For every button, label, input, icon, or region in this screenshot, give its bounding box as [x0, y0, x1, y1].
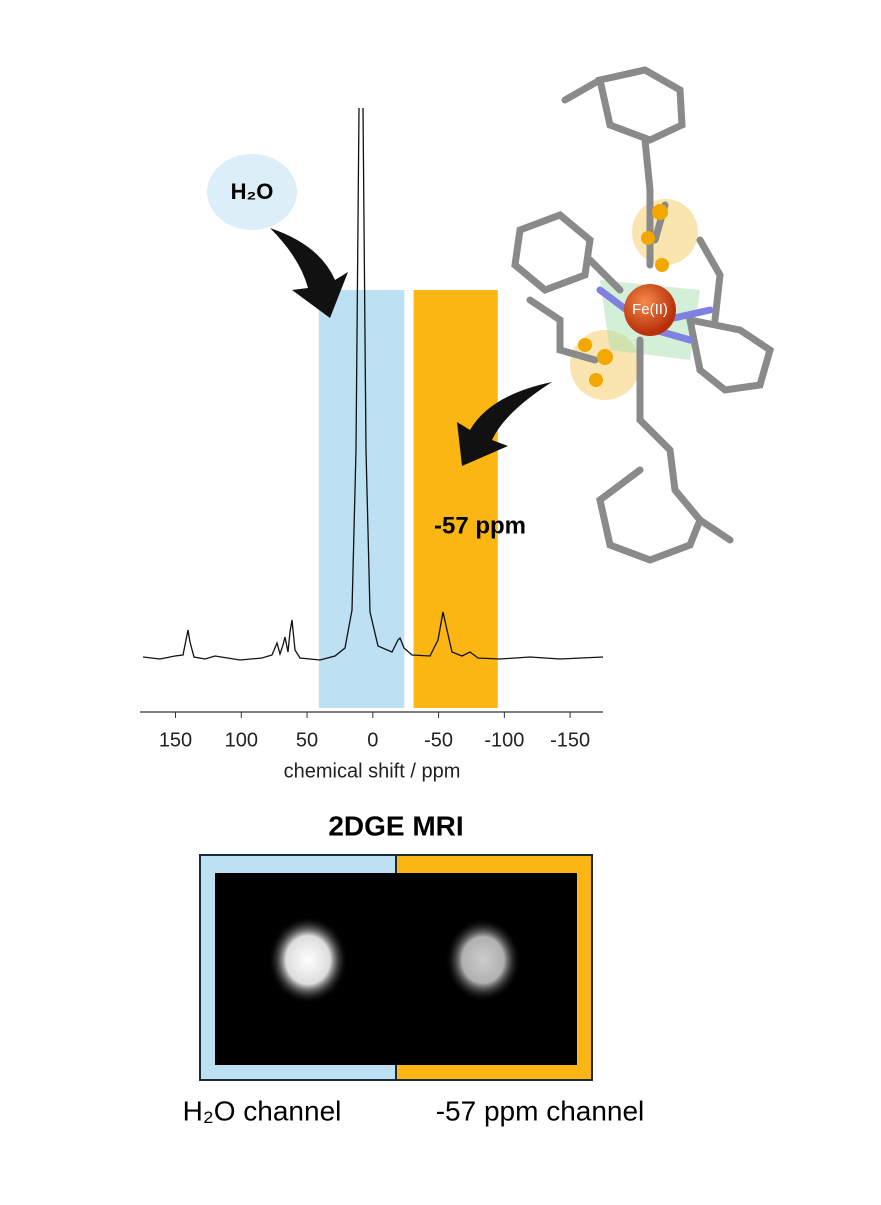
- mri-blob: [268, 916, 348, 1004]
- metal-label: Fe(II): [632, 301, 668, 318]
- x-tick-label: -100: [484, 729, 524, 751]
- x-tick-label: -150: [550, 729, 590, 751]
- bands: [318, 290, 498, 708]
- x-tick-label: 0: [367, 729, 378, 751]
- arrow: [270, 228, 348, 318]
- ticks: 150 100 50 0 -50 -100 -150: [159, 712, 590, 751]
- spectrum-trace: [142, 107, 604, 661]
- x-axis-label: chemical shift / ppm: [284, 760, 461, 782]
- mri-title: 2DGE MRI: [328, 810, 463, 841]
- x-tick-label: 150: [159, 729, 192, 751]
- arrow: [457, 382, 552, 466]
- channel-label: H₂O channel: [183, 1095, 342, 1126]
- band: [413, 290, 498, 708]
- shift-label: -57 ppm: [434, 512, 526, 539]
- x-tick-label: 50: [296, 729, 318, 751]
- channel-label: -57 ppm channel: [436, 1095, 645, 1126]
- x-tick-label: 100: [225, 729, 258, 751]
- molecule: [511, 66, 775, 564]
- x-tick-label: -50: [424, 729, 453, 751]
- mri-blob: [445, 918, 521, 1002]
- water-label: H₂O: [231, 179, 274, 204]
- band: [318, 290, 405, 708]
- water-bubble: [207, 154, 297, 230]
